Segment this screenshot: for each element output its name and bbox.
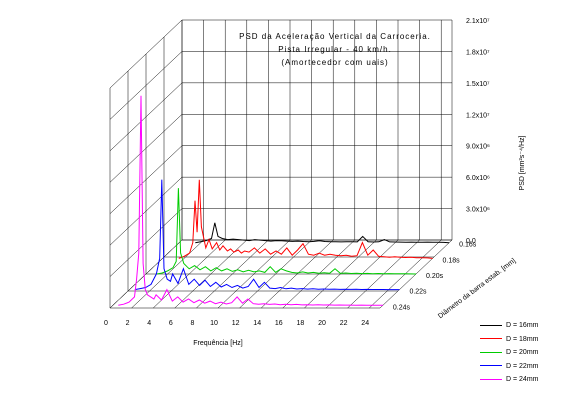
y-tick-label-0: 0.0 — [466, 238, 476, 245]
grid-layer — [109, 19, 453, 309]
chart-title: PSD da Aceleração Vertical da Carroceria… — [239, 32, 431, 41]
y-tick-label-5: 1.5x10⁷ — [466, 81, 490, 88]
y-tick-label-3: 9.0x10⁶ — [466, 144, 490, 151]
legend-label: D = 24mm — [506, 376, 539, 383]
legend-swatch — [480, 378, 502, 380]
y-tick-label-1: 3.0x10⁶ — [466, 207, 490, 214]
z-tick-label-4: 0.24s — [393, 304, 411, 311]
chart-subtitle-line-1: Pista Irregular - 40 km/h. — [278, 45, 392, 54]
x-tick-label-8: 16 — [275, 320, 283, 327]
series-line-2 — [156, 188, 417, 275]
x-tick-label-11: 22 — [340, 320, 348, 327]
series-layer — [118, 95, 450, 306]
legend-swatch — [480, 338, 502, 340]
y-tick-label-7: 2.1x10⁷ — [466, 18, 490, 25]
tick-layer: 0 2 4 6 8 10 12 14 16 18 20 22 240.03.0x10⁶6.0x10⁶9.… — [104, 18, 490, 327]
legend-item-0: D = 16mm — [480, 322, 538, 332]
z-axis-label: Diâmetro da barra estab. [mm] — [437, 257, 517, 320]
legend-item-4: D = 24mm — [480, 376, 538, 386]
x-tick-label-10: 20 — [318, 320, 326, 327]
z-tick-label-2: 0.20s — [426, 273, 444, 280]
x-tick-label-4: 8 — [190, 320, 194, 327]
z-tick-label-1: 0.18s — [443, 257, 461, 264]
legend-item-3: D = 22mm — [480, 363, 538, 373]
x-tick-label-5: 10 — [210, 320, 218, 327]
series-line-0 — [195, 222, 450, 244]
legend-swatch — [480, 324, 502, 326]
legend-item-2: D = 20mm — [480, 349, 538, 359]
legend-label: D = 20mm — [506, 349, 539, 356]
legend-swatch — [480, 365, 502, 367]
x-tick-label-3: 6 — [169, 320, 173, 327]
series-line-3 — [134, 179, 400, 291]
z-tick-label-3: 0.22s — [409, 289, 427, 296]
x-tick-label-7: 14 — [253, 320, 261, 327]
x-tick-label-0: 0 — [104, 320, 108, 327]
legend-item-1: D = 18mm — [480, 336, 538, 346]
y-axis-label: PSD [mm²s⁻⁴/Hz] — [519, 135, 526, 190]
series-line-1 — [178, 179, 433, 259]
x-tick-label-12: 24 — [361, 320, 369, 327]
chart-subtitle-line-2: (Amortecedor com uais) — [281, 58, 389, 67]
x-tick-label-6: 12 — [232, 320, 240, 327]
series-line-4 — [118, 95, 383, 306]
legend-swatch — [480, 351, 502, 353]
legend-label: D = 16mm — [506, 322, 539, 329]
y-tick-label-6: 1.8x10⁷ — [466, 49, 490, 56]
x-tick-label-1: 2 — [126, 320, 130, 327]
x-tick-label-2: 4 — [147, 320, 151, 327]
x-tick-label-9: 18 — [297, 320, 305, 327]
legend-label: D = 18mm — [506, 335, 539, 343]
y-tick-label-4: 1.2x10⁷ — [466, 112, 490, 119]
z-tick-label-0: 0.16s — [459, 242, 477, 249]
x-axis-label: Frequência [Hz] — [193, 340, 242, 347]
y-tick-label-2: 6.0x10⁶ — [466, 175, 490, 182]
legend-label: D = 22mm — [506, 362, 539, 370]
